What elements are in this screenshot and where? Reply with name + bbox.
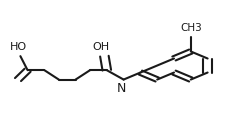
- Text: N: N: [117, 82, 127, 95]
- Text: CH3: CH3: [180, 23, 202, 33]
- Text: HO: HO: [10, 42, 27, 52]
- Text: OH: OH: [92, 42, 109, 52]
